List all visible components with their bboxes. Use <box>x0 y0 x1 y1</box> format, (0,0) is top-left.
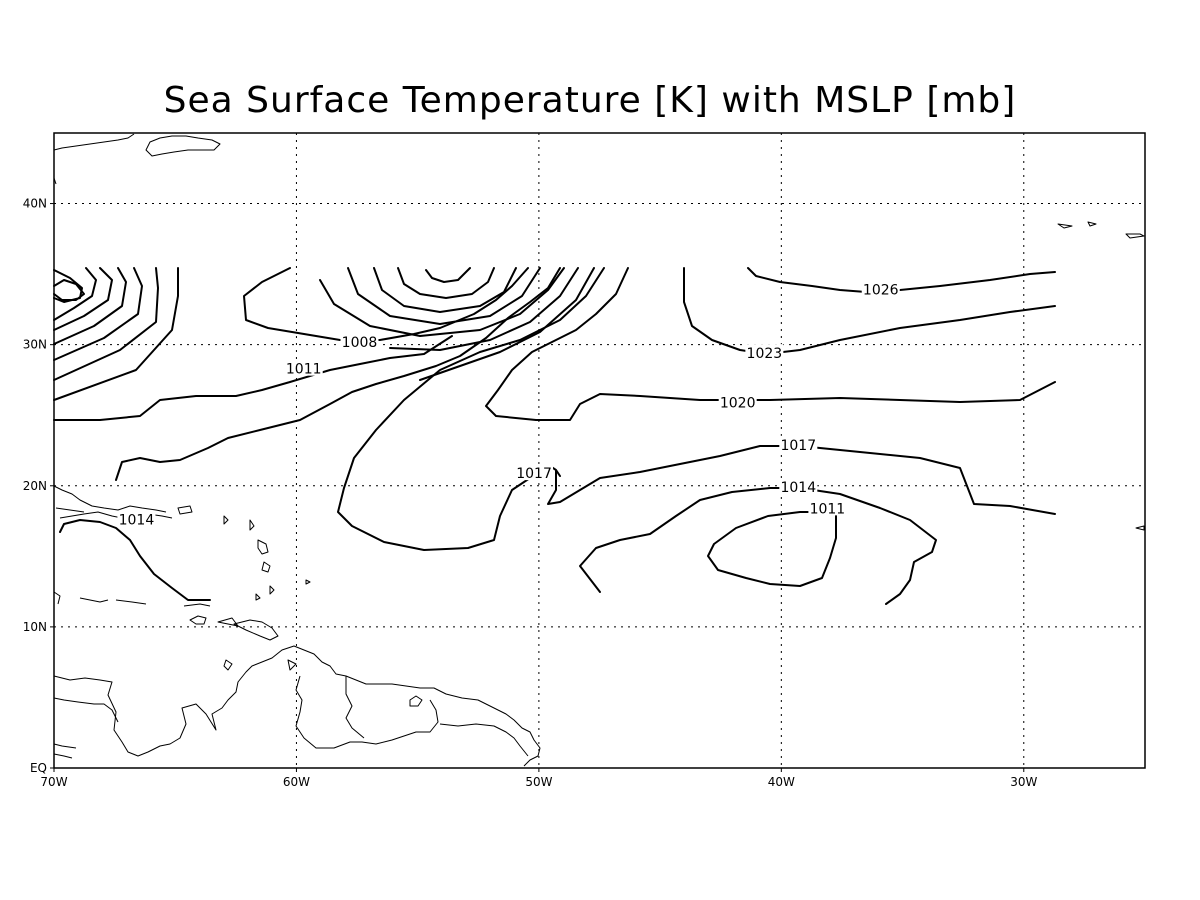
contour-label-bg-5 <box>779 478 818 495</box>
contour-label-bg-1 <box>745 344 784 361</box>
y-tick-label-0: EQ <box>30 761 47 775</box>
contour-label-1020: 1020 <box>720 396 756 412</box>
mslp-low-center-west <box>53 267 179 401</box>
coastline-guiana-detail <box>287 659 423 707</box>
coastline-south-america <box>53 645 541 767</box>
coastline-colombia-panama <box>53 591 77 759</box>
coastline-azores <box>1057 221 1145 531</box>
mslp-contour-1017-main <box>337 267 1056 551</box>
coastline-venezuela-interior <box>53 675 529 757</box>
x-tick-label-0: 70W <box>40 775 67 789</box>
contour-label-bg-7 <box>808 499 847 516</box>
contour-label-1023: 1023 <box>747 346 783 362</box>
contour-label-1014: 1014 <box>119 513 155 529</box>
contour-label-bg-4 <box>515 464 554 481</box>
x-tick-label-4: 30W <box>1010 775 1037 789</box>
y-tick-label-3: 30N <box>23 338 47 352</box>
contour-label-1026: 1026 <box>863 283 899 299</box>
mslp-contour-1011-east <box>707 511 837 587</box>
x-tick-label-1: 60W <box>283 775 310 789</box>
contour-label-bg-3 <box>779 435 818 452</box>
mslp-contour-1014-west <box>59 519 211 601</box>
contour-label-1008: 1008 <box>342 335 378 351</box>
contour-label-1017: 1017 <box>780 438 816 454</box>
mslp-contour-1011-west <box>53 335 453 421</box>
contour-label-bg-6 <box>117 510 156 527</box>
contour-label-1011: 1011 <box>810 501 846 517</box>
coastline-atlantic-canada <box>53 133 221 185</box>
mslp-contour-1014-east <box>579 487 937 605</box>
contour-label-1014: 1014 <box>780 480 816 496</box>
y-tick-label-2: 20N <box>23 479 47 493</box>
x-tick-label-2: 50W <box>525 775 552 789</box>
mslp-contours <box>53 267 1056 605</box>
mslp-low-center-north <box>319 267 595 381</box>
contour-label-bg-0 <box>861 280 900 297</box>
coastline-bahamas <box>79 597 211 625</box>
axis-tick-labels: 70W 60W 50W 40W 30W EQ 10N 20N 30N 40N <box>23 197 1038 789</box>
map-title: Sea Surface Temperature [K] with MSLP [m… <box>163 80 1017 121</box>
mslp-contour-1014-midwest <box>115 267 561 481</box>
coastline-lesser-antilles <box>177 505 311 671</box>
y-tick-label-4: 40N <box>23 197 47 211</box>
coastlines <box>53 133 1145 767</box>
y-tick-label-1: 10N <box>23 620 47 634</box>
contour-labels: 1026 1023 1020 1017 1017 1014 1014 1011 1011 1008 <box>117 280 900 529</box>
mslp-contour-1026 <box>747 267 1056 293</box>
x-tick-label-3: 40W <box>768 775 795 789</box>
map-frame <box>53 132 1146 769</box>
contour-label-bg-2 <box>718 393 757 410</box>
contour-label-bg-9 <box>340 332 379 349</box>
contour-label-bg-8 <box>284 359 323 376</box>
contour-label-1011: 1011 <box>286 362 322 378</box>
graticule-grid <box>54 133 1145 768</box>
contour-label-1017: 1017 <box>516 466 552 482</box>
mslp-contour-1020 <box>485 267 1056 421</box>
